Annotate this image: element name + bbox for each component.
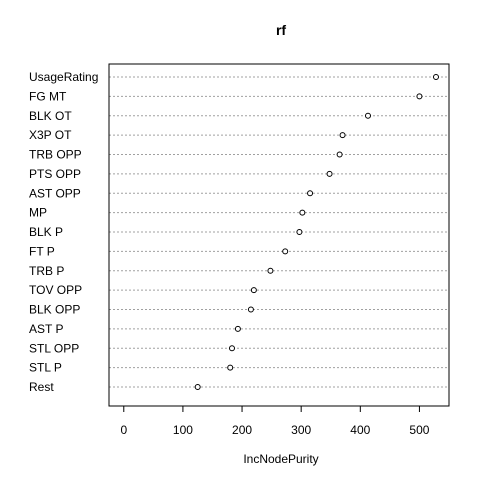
data-point — [228, 345, 235, 352]
category-label: BLK OPP — [29, 303, 80, 317]
data-point — [307, 190, 314, 197]
x-axis: 0 100 200 300 400 500 — [120, 405, 430, 437]
category-label: TRB P — [29, 264, 64, 278]
category-label: AST OPP — [29, 186, 81, 200]
data-point — [432, 74, 439, 80]
category-label: Rest — [29, 380, 54, 394]
data-point — [250, 287, 257, 294]
data-point — [282, 248, 289, 255]
x-tick-label: 0 — [120, 423, 127, 437]
category-labels: UsageRating FG MT BLK OT X3P OT TRB OPP PTS O… — [29, 70, 98, 394]
data-point — [339, 132, 346, 139]
x-tick-label: 400 — [350, 423, 370, 437]
category-label: FT P — [29, 244, 55, 258]
category-label: MP — [29, 206, 47, 220]
data-point — [194, 384, 201, 390]
data-point — [299, 209, 306, 216]
x-tick-label: 300 — [291, 423, 311, 437]
category-label: BLK OT — [29, 109, 72, 123]
data-point — [416, 93, 423, 100]
chart-title: rf — [276, 22, 286, 38]
category-label: STL OPP — [29, 341, 79, 355]
category-label: UsageRating — [29, 70, 98, 84]
category-label: FG MT — [29, 89, 67, 103]
data-point — [247, 306, 254, 313]
category-label: TOV OPP — [29, 283, 82, 297]
x-tick-label: 200 — [232, 423, 252, 437]
data-point — [267, 267, 274, 274]
category-label: BLK P — [29, 225, 63, 239]
category-label: STL P — [29, 361, 62, 375]
data-point — [336, 151, 343, 158]
category-label: PTS OPP — [29, 167, 81, 181]
data-point — [234, 325, 241, 332]
data-points — [194, 74, 439, 390]
category-label: TRB OPP — [29, 148, 82, 162]
data-point — [227, 364, 234, 371]
data-point — [326, 170, 333, 177]
data-point — [364, 112, 371, 119]
gridlines — [109, 76, 449, 388]
data-point — [296, 229, 303, 235]
category-label: AST P — [29, 322, 63, 336]
x-tick-label: 100 — [173, 423, 193, 437]
x-tick-label: 500 — [409, 423, 429, 437]
plot-frame — [108, 63, 450, 407]
category-label: X3P OT — [29, 128, 72, 142]
x-axis-label: IncNodePurity — [243, 452, 318, 466]
